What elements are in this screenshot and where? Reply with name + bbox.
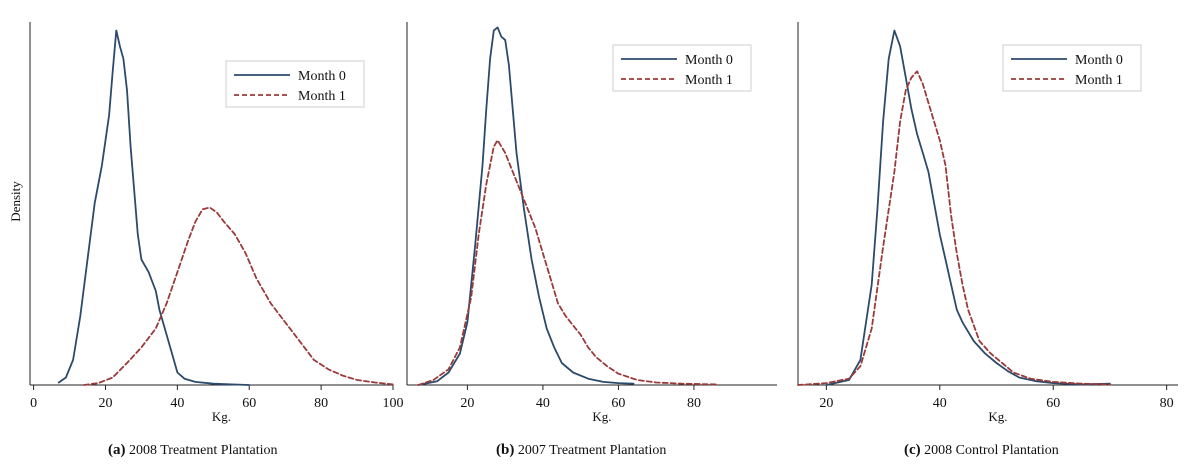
x-tick-label-b-3: 80 (687, 396, 701, 411)
caption-c-text: 2008 Control Plantation (924, 443, 1059, 458)
legend-label-c-1: Month 1 (1075, 73, 1123, 88)
x-tick-label-a-0: 0 (30, 396, 37, 411)
legend-label-a-0: Month 0 (298, 69, 346, 84)
x-axis-label-a: Kg. (212, 409, 231, 424)
x-tick-label-b-2: 60 (611, 396, 625, 411)
caption-a: (a) 2008 Treatment Plantation (108, 442, 278, 459)
caption-b-panel: (b) (496, 442, 515, 458)
caption-c-panel: (c) (904, 442, 921, 458)
series-line-a-month-1 (83, 206, 394, 386)
legend-box-b (612, 44, 752, 92)
series-line-c-month-0 (825, 29, 1111, 386)
legend-label-b-1: Month 1 (685, 73, 733, 88)
x-tick-label-a-4: 80 (314, 396, 328, 411)
panel-c: 20 40 60 80 Kg. Month 0 Month 1 (797, 22, 1178, 424)
caption-a-panel: (a) (108, 442, 126, 458)
y-axis-label-a: Density (8, 181, 23, 222)
x-tick-label-c-1: 40 (933, 396, 947, 411)
panel-a: 0 20 40 60 80 100 Kg. Density Month 0 Month 1 (8, 22, 404, 424)
legend-label-b-0: Month 0 (685, 53, 733, 68)
legend-label-c-0: Month 0 (1075, 53, 1123, 68)
x-tick-label-c-0: 20 (819, 396, 833, 411)
legend-label-a-1: Month 1 (298, 89, 346, 104)
x-tick-label-c-3: 80 (1160, 396, 1174, 411)
series-line-c-month-1 (797, 70, 1111, 386)
legend-box-c (1002, 44, 1142, 92)
panel-b: 20 40 60 80 Kg. Month 0 Month 1 (406, 22, 777, 424)
x-tick-label-b-1: 40 (536, 396, 550, 411)
legend-box-a (225, 60, 365, 108)
x-tick-label-a-3: 60 (242, 396, 256, 411)
caption-c: (c) 2008 Control Plantation (904, 442, 1059, 459)
series-line-b-month-0 (417, 26, 635, 386)
x-tick-label-a-5: 100 (383, 396, 404, 411)
caption-b: (b) 2007 Treatment Plantation (496, 442, 666, 459)
x-tick-label-c-2: 60 (1046, 396, 1060, 411)
series-line-a-month-0 (57, 29, 251, 386)
x-axis-label-b: Kg. (592, 409, 611, 424)
x-tick-label-a-1: 20 (98, 396, 112, 411)
series-line-b-month-1 (417, 139, 718, 386)
caption-a-text: 2008 Treatment Plantation (129, 443, 278, 458)
x-axis-label-c: Kg. (988, 409, 1007, 424)
x-tick-label-b-0: 20 (460, 396, 474, 411)
caption-b-text: 2007 Treatment Plantation (517, 443, 667, 458)
x-tick-label-a-2: 40 (170, 396, 184, 411)
